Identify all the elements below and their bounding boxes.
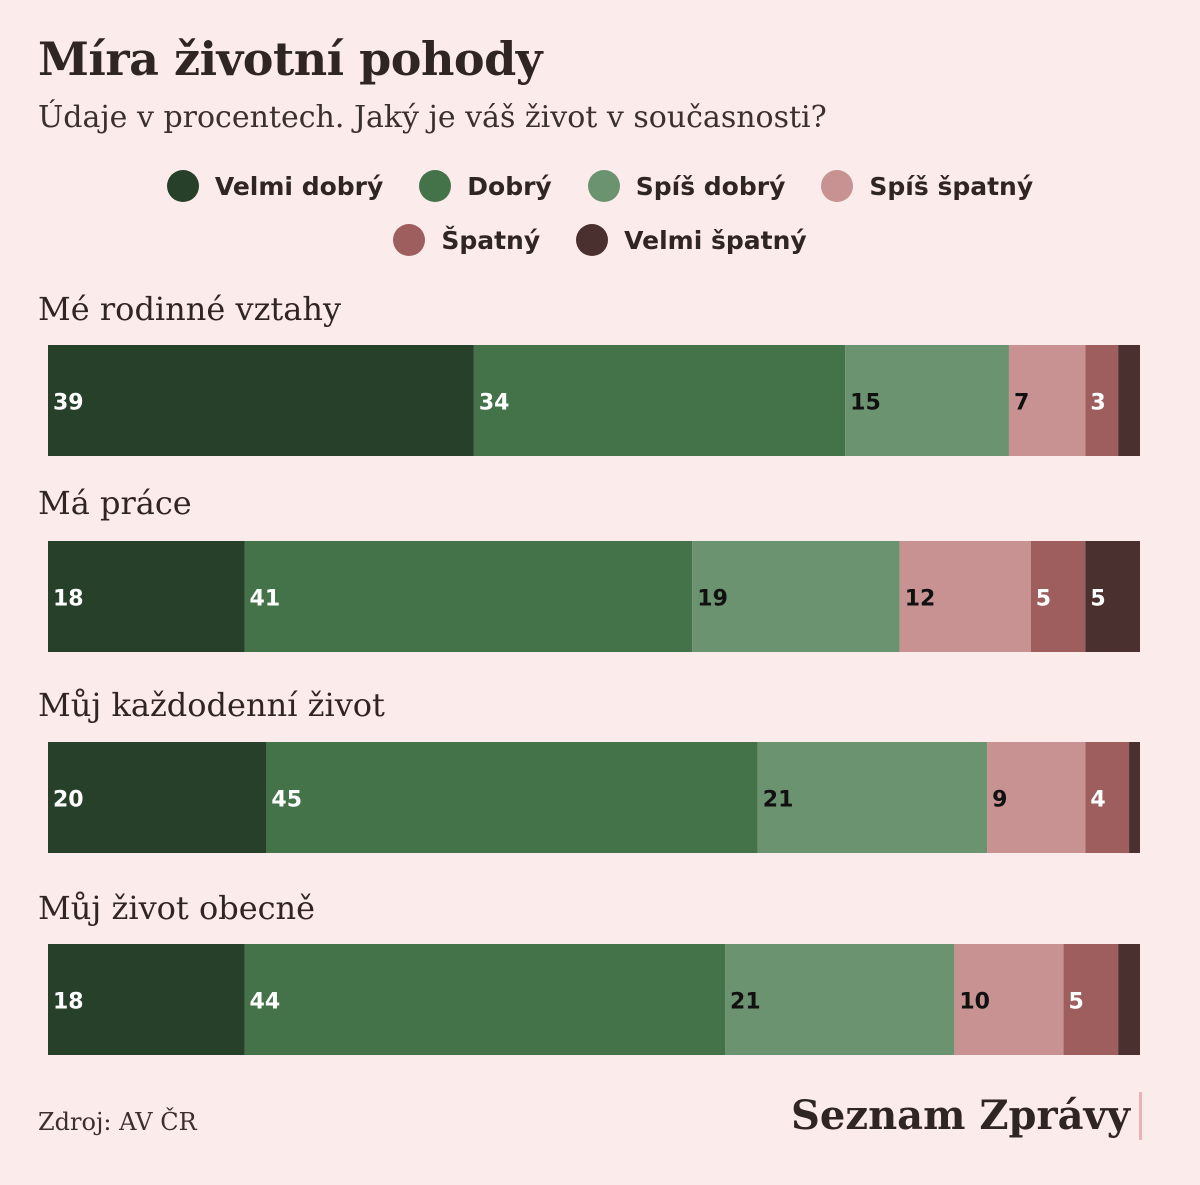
bar-segment-muj-kazdodenni-zivot-spis-dobry — [757, 742, 988, 853]
legend-item-velmi-spatny: Velmi špatný — [576, 222, 807, 258]
data-label: 44 — [250, 990, 281, 1015]
bar-segment-muj-kazdodenni-zivot-velmi-spatny — [1129, 742, 1140, 853]
category-label-muj-zivot-obecne: Můj život obecně — [38, 889, 316, 927]
data-label: 21 — [730, 990, 761, 1015]
bar-segment-me-rodinne-vztahy-spis-dobry — [845, 345, 1009, 456]
data-label: 34 — [479, 391, 510, 416]
legend-label: Spíš špatný — [869, 171, 1034, 201]
legend-swatch — [821, 170, 854, 202]
chart-subtitle: Údaje v procentech. Jaký je váš život v … — [38, 100, 827, 135]
data-label: 19 — [697, 587, 728, 612]
bar-segment-muj-zivot-obecne-velmi-dobry — [48, 944, 245, 1055]
bar-segment-ma-prace-spatny — [1030, 541, 1086, 652]
category-label-me-rodinne-vztahy: Mé rodinné vztahy — [38, 290, 342, 328]
data-label: 3 — [1090, 391, 1105, 416]
legend-item-spis-spatny: Spíš špatný — [821, 168, 1033, 204]
bar-segment-ma-prace-spis-spatny — [899, 541, 1031, 652]
bar-segment-me-rodinne-vztahy-spis-spatny — [1008, 345, 1086, 456]
legend-swatch — [166, 170, 199, 202]
data-label: 12 — [905, 587, 936, 612]
bar-segment-muj-kazdodenni-zivot-dobry — [266, 742, 758, 853]
legend-label: Špatný — [441, 225, 541, 255]
data-label: 9 — [992, 788, 1007, 813]
brand-logo: Seznam Zprávy — [791, 1092, 1130, 1139]
bar-segment-me-rodinne-vztahy-velmi-dobry — [48, 345, 474, 456]
data-label: 41 — [250, 587, 281, 612]
bar-segment-muj-zivot-obecne-velmi-spatny — [1118, 944, 1140, 1055]
legend-swatch — [393, 224, 426, 256]
bar-segment-ma-prace-spis-dobry — [692, 541, 900, 652]
bar-segment-muj-zivot-obecne-spis-spatny — [954, 944, 1064, 1055]
legend-item-spis-dobry: Spíš dobrý — [587, 168, 786, 204]
category-label-muj-kazdodenni-zivot: Můj každodenní život — [38, 686, 385, 724]
bar-segment-muj-kazdodenni-zivot-spatny — [1085, 742, 1130, 853]
bar-segment-muj-kazdodenni-zivot-velmi-dobry — [48, 742, 267, 853]
data-label: 5 — [1069, 990, 1084, 1015]
bar-segment-me-rodinne-vztahy-dobry — [473, 345, 846, 456]
bar-segment-muj-zivot-obecne-spis-dobry — [725, 944, 955, 1055]
data-label: 15 — [850, 391, 881, 416]
data-label: 39 — [53, 391, 84, 416]
bar-segment-muj-kazdodenni-zivot-spis-spatny — [987, 742, 1086, 853]
data-label: 45 — [271, 788, 302, 813]
data-label: 20 — [53, 788, 84, 813]
data-label: 5 — [1036, 587, 1051, 612]
data-label: 21 — [763, 788, 794, 813]
data-label: 7 — [1014, 391, 1029, 416]
legend-item-dobry: Dobrý — [419, 168, 552, 204]
brand-divider — [1139, 1092, 1142, 1140]
data-label: 10 — [959, 990, 990, 1015]
data-label: 5 — [1090, 587, 1105, 612]
bar-segment-ma-prace-dobry — [244, 541, 693, 652]
bar-segment-muj-zivot-obecne-dobry — [244, 944, 726, 1055]
bar-segment-ma-prace-velmi-spatny — [1085, 541, 1140, 652]
legend-label: Velmi dobrý — [214, 171, 384, 201]
source-note: Zdroj: AV ČR — [38, 1108, 197, 1136]
bar-segment-me-rodinne-vztahy-spatny — [1085, 345, 1119, 456]
data-label: 18 — [53, 587, 84, 612]
data-label: 18 — [53, 990, 84, 1015]
legend: Velmi dobrý Dobrý Spíš dobrý Spíš špatný Špa… — [0, 168, 1200, 258]
legend-label: Velmi špatný — [624, 225, 807, 255]
legend-label: Spíš dobrý — [635, 171, 786, 201]
legend-label: Dobrý — [467, 171, 552, 201]
legend-swatch — [419, 170, 452, 202]
category-label-ma-prace: Má práce — [38, 484, 192, 522]
legend-item-velmi-dobry: Velmi dobrý — [166, 168, 384, 204]
data-label: 4 — [1090, 788, 1105, 813]
bar-segment-me-rodinne-vztahy-velmi-spatny — [1118, 345, 1140, 456]
legend-swatch — [576, 224, 609, 256]
bar-segment-ma-prace-velmi-dobry — [48, 541, 245, 652]
legend-swatch — [587, 170, 620, 202]
bar-segment-muj-zivot-obecne-spatny — [1063, 944, 1119, 1055]
chart-title: Míra životní pohody — [38, 32, 543, 86]
legend-item-spatny: Špatný — [393, 222, 540, 258]
